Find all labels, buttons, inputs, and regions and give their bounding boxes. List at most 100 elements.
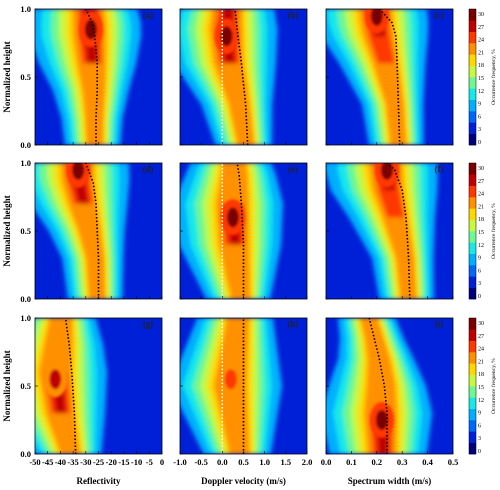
colorbar-swatch	[469, 442, 476, 455]
colorbar-swatch	[469, 352, 476, 364]
colorbar-tick-label: 12	[478, 89, 484, 95]
colorbar-swatch	[469, 242, 476, 254]
x-tick-label: 2.0	[302, 457, 313, 467]
y-tick-label: 0.0	[20, 294, 31, 304]
colorbar-tick-label: 0	[478, 140, 481, 146]
peak-core	[224, 369, 237, 390]
colorbar-swatch	[469, 43, 476, 55]
colorbar-tick-label: 12	[478, 243, 484, 249]
colorbar-swatch	[469, 340, 476, 353]
panel-label: (a)	[143, 10, 154, 20]
colorbar: 0 3 6 9 12 15 18 21 24 27 30 Occurrence frequency, …	[468, 162, 497, 300]
colorbar-tick-label: 3	[478, 436, 481, 442]
colorbar-swatch	[469, 111, 476, 123]
colorbar-swatch	[469, 133, 476, 146]
colorbar-swatch	[469, 287, 476, 300]
x-tick-label: 0.2	[371, 457, 382, 467]
panel-label: (d)	[143, 164, 154, 174]
panel-label: (i)	[435, 319, 444, 329]
colorbar-swatch	[469, 185, 476, 198]
heatmap-panel: (g)-50 -45 -40 -35 -30 -25 -20 -15 -10 -5 00.00.51…	[20, 313, 164, 467]
mode-line	[386, 163, 411, 299]
y-tick-label: 0.0	[20, 140, 31, 150]
y-axis-label: Normalized height	[2, 350, 12, 421]
colorbar-tick-label: 21	[478, 204, 484, 210]
x-tick-label: 1.0	[259, 457, 270, 467]
colorbar-frame	[468, 162, 477, 300]
colorbar-swatch	[469, 431, 476, 443]
colorbar-title: Occurrence frequency, %	[490, 358, 497, 414]
colorbar-swatch	[469, 31, 476, 44]
colorbar: 0 3 6 9 12 15 18 21 24 27 30 Occurrence frequency, …	[468, 8, 497, 146]
x-tick-label: -15	[118, 457, 129, 467]
heatmap-panel: (d) 0.0 0.5 1.0	[20, 158, 163, 304]
colorbar-tick-label: 27	[478, 334, 484, 340]
y-tick-label: 1.0	[20, 313, 31, 323]
colorbar-tick-label: 9	[478, 256, 481, 262]
peak-core	[375, 410, 388, 430]
mode-line	[236, 163, 245, 299]
colorbar-swatch	[469, 77, 476, 89]
colorbar-swatch	[469, 253, 476, 266]
colorbar-tick-label: 6	[478, 423, 481, 429]
x-tick-label: 0.0	[321, 457, 332, 467]
colorbar-swatch	[469, 54, 476, 66]
heatmap-panel: (a) 0.0 0.5 1.0	[20, 4, 163, 150]
x-tick-label: 0.5	[238, 457, 249, 467]
peak-core	[84, 19, 97, 40]
colorbar-frame	[468, 317, 477, 455]
colorbar-tick-label: 18	[478, 372, 484, 378]
colorbar-swatch	[469, 163, 476, 175]
panel-label: (f)	[435, 164, 444, 174]
panel-label: (b)	[288, 10, 299, 20]
colorbar-tick-label: 30	[478, 166, 484, 172]
colorbar-tick-label: 3	[478, 281, 481, 287]
colorbar-tick-label: 24	[478, 192, 484, 198]
mode-line	[368, 318, 388, 454]
colorbar-swatch	[469, 276, 476, 288]
heatmap-panel: (f)	[325, 162, 454, 300]
frequency-contour	[358, 9, 407, 145]
mode-line	[64, 318, 77, 454]
colorbar-tick-label: 27	[478, 179, 484, 185]
x-tick-label: 0.1	[346, 457, 357, 467]
x-tick-label: -20	[106, 457, 117, 467]
colorbar-tick-label: 12	[478, 398, 484, 404]
heatmap-panel: (b)	[179, 8, 308, 146]
colorbar-tick-label: 6	[478, 114, 481, 120]
x-axis-label: Doppler velocity (m/s)	[201, 476, 286, 486]
colorbar-swatch	[469, 318, 476, 330]
colorbar-tick-label: 30	[478, 12, 484, 18]
colorbar-tick-label: 27	[478, 25, 484, 31]
colorbar-swatch	[469, 397, 476, 409]
heatmap-panel: (c)	[325, 8, 454, 146]
colorbar-swatch	[469, 386, 476, 398]
x-tick-label: 1.5	[281, 457, 292, 467]
x-tick-label: -25	[93, 457, 104, 467]
heatmap-panel: (e)	[179, 162, 308, 300]
colorbar-tick-label: 21	[478, 359, 484, 365]
x-tick-label: -0.5	[194, 457, 207, 467]
colorbar-frame	[468, 8, 477, 146]
colorbar-tick-label: 15	[478, 230, 484, 236]
colorbar-tick-label: 24	[478, 347, 484, 353]
y-tick-label: 0.5	[20, 381, 31, 391]
x-tick-label: 0.0	[217, 457, 228, 467]
colorbar: 0 3 6 9 12 15 18 21 24 27 30 Occurrence frequency, …	[468, 317, 497, 455]
colorbar-tick-label: 15	[478, 76, 484, 82]
frequency-contour	[60, 163, 106, 299]
colorbar-tick-label: 9	[478, 411, 481, 417]
colorbar-tick-label: 0	[478, 449, 481, 455]
colorbar-swatch	[469, 408, 476, 421]
y-tick-label: 1.0	[20, 158, 31, 168]
y-tick-label: 1.0	[20, 4, 31, 14]
x-axis-label: Reflectivity	[77, 476, 121, 486]
y-axis-label: Normalized height	[2, 195, 12, 266]
colorbar-swatch	[469, 65, 476, 78]
peak-core	[220, 26, 233, 47]
colorbar-swatch	[469, 99, 476, 112]
colorbar-swatch	[469, 231, 476, 243]
panel-label: (c)	[434, 10, 444, 20]
colorbar-swatch	[469, 9, 476, 21]
y-tick-label: 0.0	[20, 449, 31, 459]
